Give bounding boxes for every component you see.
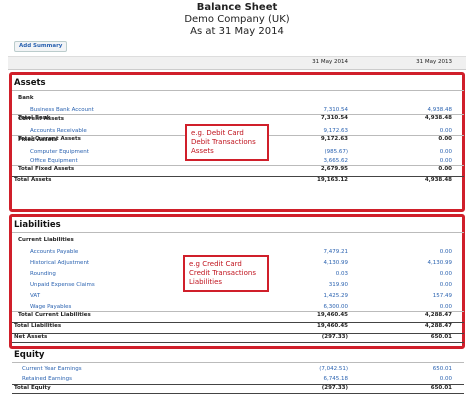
group-total-value: 0.00 (438, 166, 452, 172)
annotation: e.g. Debit Card Debit Transactions Assets (185, 124, 269, 161)
report-date: As at 31 May 2014 (190, 26, 284, 37)
account-value: 4,130.99 (323, 260, 349, 266)
account-label: Wage Payables (30, 304, 72, 310)
group-total-value: 2,679.95 (320, 166, 348, 172)
account-value: 4,130.99 (427, 260, 453, 266)
rule (12, 393, 464, 394)
rule (12, 232, 464, 233)
net-assets-value: (297.33) (321, 334, 348, 340)
account-value: 9,172.63 (323, 128, 349, 134)
group-total-label: Total Current Assets (18, 136, 81, 142)
assets-highlight (9, 72, 465, 212)
section-heading: Equity (14, 350, 45, 360)
account-value: 6,300.00 (323, 304, 349, 310)
group-total-value: 0.00 (438, 136, 452, 142)
column-header: 31 May 2014 (312, 58, 348, 65)
section-heading: Assets (14, 78, 46, 88)
rule (12, 384, 464, 385)
annotation-line: Credit Transactions (189, 269, 256, 277)
account-value: 7,310.54 (323, 107, 349, 113)
company-name: Demo Company (UK) (184, 14, 290, 25)
group-heading: Current Liabilities (18, 237, 74, 243)
group-heading: Current Assets (18, 116, 65, 122)
report-title: Balance Sheet (196, 2, 278, 13)
annotation-line: Debit Transactions (191, 138, 256, 146)
account-label: Historical Adjustment (30, 260, 90, 266)
account-value: (985.67) (324, 149, 348, 155)
account-label: Retained Earnings (22, 376, 72, 382)
account-label: Office Equipment (30, 158, 78, 164)
account-value: 0.03 (335, 271, 348, 277)
rule (12, 322, 464, 323)
net-assets-label: Net Assets (14, 334, 48, 340)
section-total-value: (297.33) (321, 385, 348, 391)
section-total-value: 4,938.48 (424, 177, 452, 183)
group-total-value: 7,310.54 (320, 115, 348, 121)
account-value: 0.00 (439, 128, 452, 134)
group-total-value: 19,460.45 (317, 312, 348, 318)
account-value: 0.00 (439, 376, 452, 382)
annotation-line: Liabilities (189, 278, 223, 286)
section-total-value: 19,460.45 (317, 323, 348, 329)
account-value: (7,042.51) (319, 366, 348, 372)
group-total-label: Total Fixed Assets (18, 166, 75, 172)
group-total-label: Total Bank (18, 115, 51, 121)
section-total-value: 650.01 (430, 385, 452, 391)
rule (12, 165, 464, 166)
group-heading: Bank (18, 95, 34, 101)
group-total-value: 9,172.63 (320, 136, 348, 142)
annotation-line: e.g. Debit Card (191, 129, 244, 137)
group-total-value: 4,288.47 (424, 312, 452, 318)
rule (12, 114, 464, 115)
account-value: 0.00 (439, 282, 452, 288)
annotation-line: Assets (191, 147, 214, 155)
account-label: Unpaid Expense Claims (30, 282, 95, 288)
section-total-value: 4,288.47 (424, 323, 452, 329)
section-total-label: Total Equity (14, 385, 51, 391)
account-value: 0.00 (439, 158, 452, 164)
account-label: Accounts Payable (30, 249, 79, 255)
section-heading: Liabilities (14, 220, 61, 230)
account-value: 0.00 (439, 249, 452, 255)
account-value: 650.01 (432, 366, 452, 372)
group-heading: Fixed Assets (18, 137, 58, 143)
account-label: Current Year Earnings (22, 366, 82, 372)
section-total-label: Total Assets (14, 177, 52, 183)
rule (12, 362, 464, 363)
liabilities-highlight (9, 214, 465, 349)
account-value: 0.00 (439, 149, 452, 155)
account-label: Rounding (30, 271, 56, 277)
column-header: 31 May 2013 (416, 58, 452, 65)
account-value: 319.90 (328, 282, 348, 288)
section-total-value: 19,163.12 (317, 177, 348, 183)
rule (12, 176, 464, 177)
section-total-label: Total Liabilities (14, 323, 62, 329)
account-value: 0.00 (439, 304, 452, 310)
account-label: VAT (30, 293, 41, 299)
group-total-label: Total Current Liabilities (18, 312, 91, 318)
account-label: Computer Equipment (30, 149, 89, 155)
account-label: Accounts Receivable (30, 128, 87, 134)
account-value: 7,479.21 (323, 249, 349, 255)
rule (12, 311, 464, 312)
account-value: 4,938.48 (427, 107, 453, 113)
column-header-band (8, 56, 466, 70)
net-assets-value: 650.01 (430, 334, 452, 340)
annotation: e.g Credit Card Credit Transactions Liabil… (183, 255, 269, 292)
group-total-value: 4,938.48 (424, 115, 452, 121)
rule (12, 333, 464, 334)
account-value: 6,745.18 (323, 376, 349, 382)
rule (12, 342, 464, 343)
account-value: 1,425.29 (323, 293, 349, 299)
account-label: Business Bank Account (30, 107, 94, 113)
account-value: 0.00 (439, 271, 452, 277)
annotation-line: e.g Credit Card (189, 260, 242, 268)
rule (12, 90, 464, 91)
account-value: 3,665.62 (323, 158, 349, 164)
account-value: 157.49 (432, 293, 452, 299)
add-summary-button[interactable]: Add Summary (14, 41, 68, 52)
